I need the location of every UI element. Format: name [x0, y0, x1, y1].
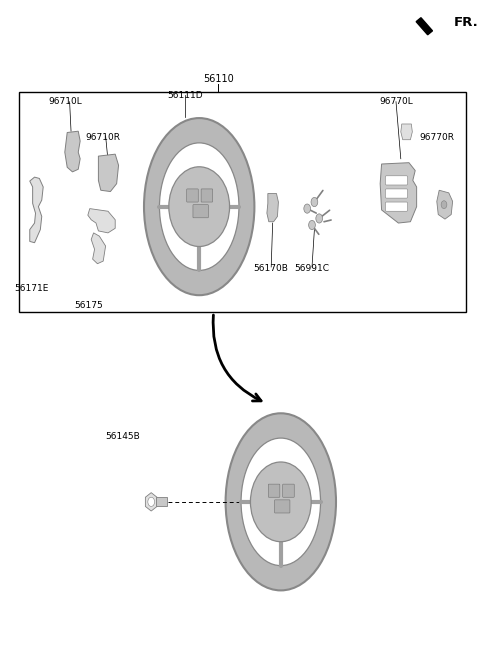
Polygon shape: [416, 18, 432, 35]
Circle shape: [309, 220, 315, 230]
Polygon shape: [30, 177, 43, 243]
Ellipse shape: [241, 438, 321, 565]
Text: FR.: FR.: [454, 16, 479, 30]
FancyBboxPatch shape: [193, 205, 208, 218]
Text: 96770R: 96770R: [420, 133, 454, 142]
Text: 56991C: 56991C: [295, 264, 329, 274]
Polygon shape: [401, 124, 412, 140]
Ellipse shape: [169, 167, 229, 247]
Ellipse shape: [144, 118, 254, 295]
Text: 56145B: 56145B: [105, 432, 140, 441]
Polygon shape: [267, 194, 278, 222]
FancyBboxPatch shape: [385, 176, 408, 185]
Polygon shape: [380, 163, 417, 223]
Text: 56171E: 56171E: [14, 284, 48, 293]
Circle shape: [148, 497, 155, 506]
Bar: [156, 497, 167, 506]
Ellipse shape: [159, 143, 239, 270]
Text: 96710L: 96710L: [48, 97, 82, 106]
Polygon shape: [91, 233, 106, 264]
Circle shape: [441, 201, 447, 209]
Polygon shape: [437, 190, 453, 219]
Ellipse shape: [251, 462, 311, 542]
Text: 56170B: 56170B: [254, 264, 288, 274]
FancyBboxPatch shape: [385, 202, 408, 211]
Polygon shape: [98, 154, 119, 192]
Polygon shape: [65, 131, 80, 172]
FancyBboxPatch shape: [385, 189, 408, 198]
Text: 96770L: 96770L: [379, 97, 413, 106]
FancyBboxPatch shape: [268, 484, 280, 497]
Circle shape: [316, 214, 323, 223]
Text: 56110: 56110: [203, 74, 234, 84]
Ellipse shape: [226, 413, 336, 590]
Text: 56111D: 56111D: [167, 91, 203, 100]
FancyBboxPatch shape: [201, 189, 213, 202]
FancyBboxPatch shape: [275, 500, 290, 513]
Text: 96710R: 96710R: [86, 133, 120, 142]
Text: 56175: 56175: [74, 300, 103, 310]
Polygon shape: [88, 209, 115, 233]
Circle shape: [304, 204, 311, 213]
Bar: [19, 92, 466, 312]
FancyBboxPatch shape: [283, 484, 294, 497]
Circle shape: [311, 197, 318, 207]
Polygon shape: [145, 493, 157, 511]
FancyBboxPatch shape: [187, 189, 198, 202]
